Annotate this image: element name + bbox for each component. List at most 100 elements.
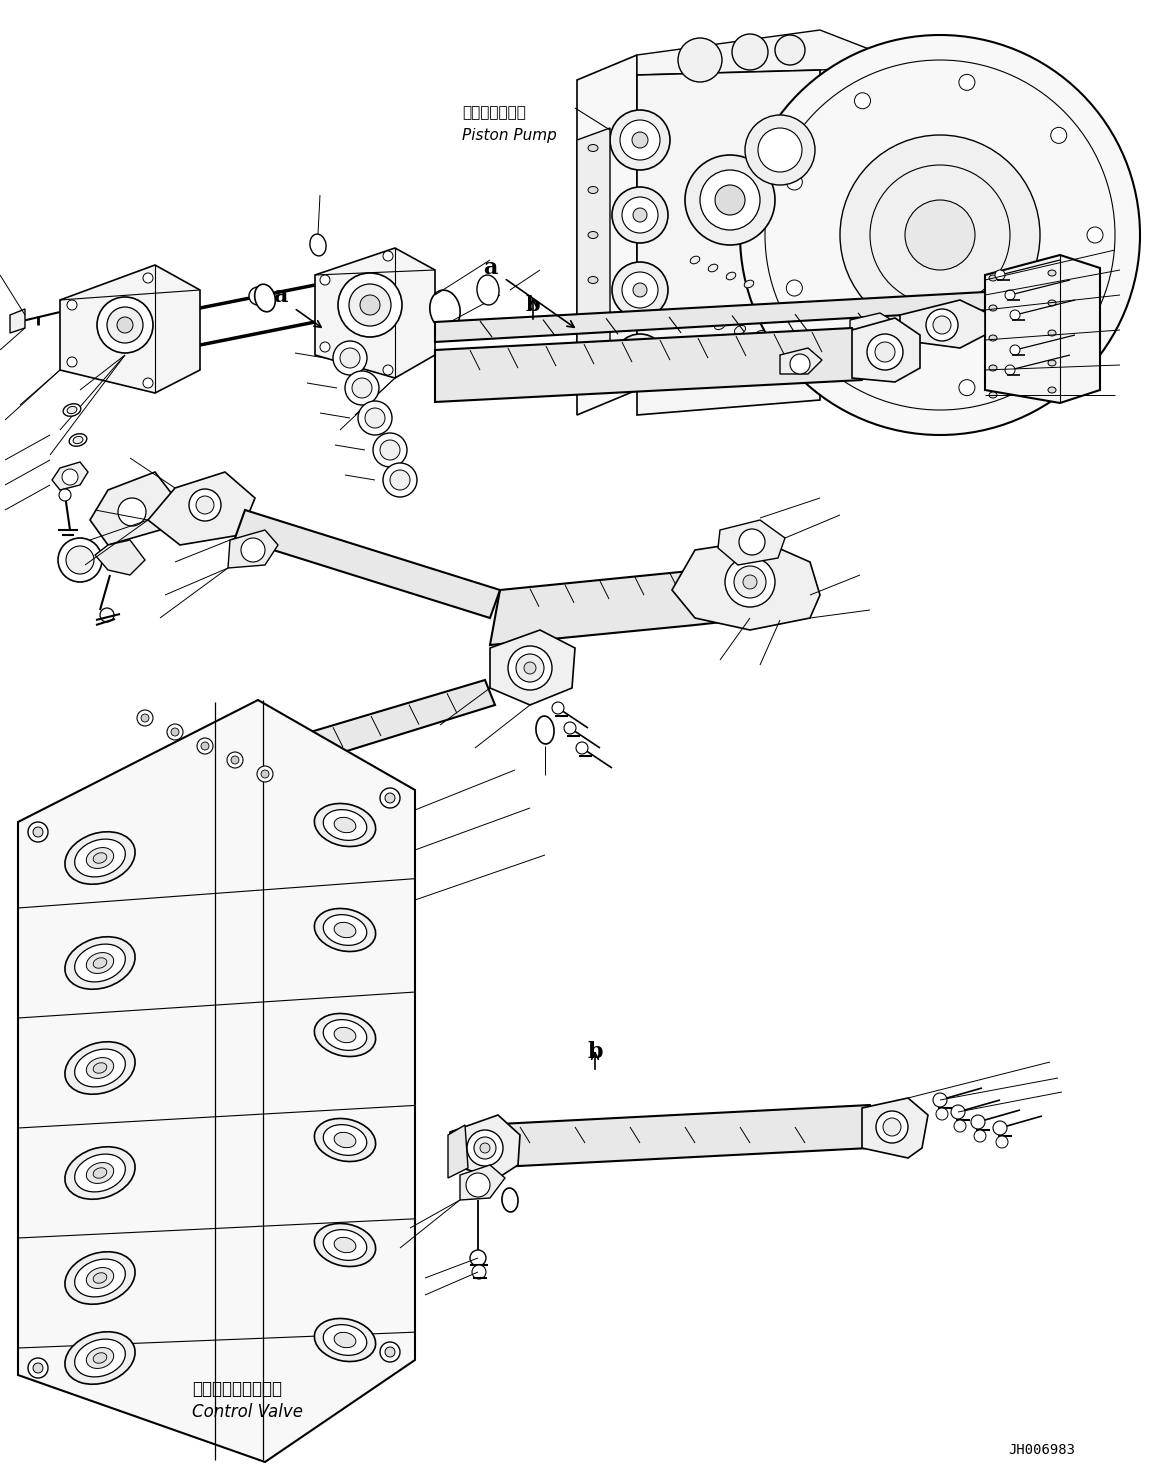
Polygon shape — [637, 70, 820, 415]
Circle shape — [855, 361, 870, 377]
Polygon shape — [95, 540, 145, 575]
Ellipse shape — [323, 1325, 366, 1356]
Circle shape — [227, 753, 243, 769]
Polygon shape — [222, 745, 295, 800]
Circle shape — [1005, 365, 1015, 376]
Ellipse shape — [536, 716, 554, 744]
Circle shape — [197, 738, 213, 754]
Ellipse shape — [67, 406, 77, 414]
Circle shape — [786, 280, 802, 296]
Circle shape — [973, 1130, 986, 1141]
Ellipse shape — [1048, 387, 1056, 393]
Polygon shape — [235, 511, 500, 618]
Ellipse shape — [309, 235, 326, 255]
Circle shape — [700, 170, 759, 230]
Polygon shape — [780, 348, 822, 374]
Circle shape — [611, 110, 670, 170]
Polygon shape — [90, 472, 174, 546]
Circle shape — [685, 156, 775, 245]
Circle shape — [725, 557, 775, 607]
Ellipse shape — [93, 852, 107, 863]
Ellipse shape — [74, 945, 126, 981]
Text: JH006983: JH006983 — [1008, 1444, 1075, 1457]
Circle shape — [390, 469, 411, 490]
Ellipse shape — [755, 330, 765, 339]
Circle shape — [470, 1250, 486, 1266]
Circle shape — [866, 334, 902, 370]
Ellipse shape — [1048, 270, 1056, 276]
Ellipse shape — [74, 1049, 126, 1087]
Circle shape — [612, 263, 668, 318]
Circle shape — [622, 197, 658, 233]
Ellipse shape — [314, 1223, 376, 1266]
Circle shape — [59, 489, 71, 502]
Ellipse shape — [86, 1267, 114, 1288]
Ellipse shape — [1048, 330, 1056, 336]
Text: a: a — [483, 257, 498, 279]
Circle shape — [380, 440, 400, 461]
Ellipse shape — [334, 1027, 356, 1043]
Polygon shape — [490, 571, 745, 645]
Circle shape — [349, 285, 391, 326]
Circle shape — [715, 185, 745, 216]
Circle shape — [993, 1121, 1007, 1135]
Polygon shape — [17, 700, 415, 1463]
Circle shape — [678, 38, 722, 82]
Text: a: a — [273, 285, 287, 307]
Text: b: b — [587, 1042, 602, 1064]
Circle shape — [996, 1135, 1008, 1149]
Circle shape — [1009, 310, 1020, 320]
Ellipse shape — [714, 320, 726, 330]
Polygon shape — [480, 1105, 878, 1168]
Polygon shape — [577, 54, 637, 415]
Ellipse shape — [93, 958, 107, 968]
Circle shape — [876, 1111, 908, 1143]
Circle shape — [201, 742, 209, 750]
Circle shape — [625, 343, 656, 376]
Circle shape — [383, 365, 393, 376]
Circle shape — [107, 307, 143, 343]
Circle shape — [875, 342, 896, 362]
Ellipse shape — [775, 336, 785, 345]
Ellipse shape — [690, 257, 700, 264]
Polygon shape — [985, 255, 1100, 403]
Circle shape — [373, 433, 407, 467]
Circle shape — [385, 794, 395, 802]
Text: Piston Pump: Piston Pump — [462, 128, 557, 142]
Circle shape — [380, 1342, 400, 1361]
Circle shape — [242, 756, 274, 788]
Text: コントロールバルブ: コントロールバルブ — [192, 1380, 281, 1398]
Circle shape — [508, 645, 552, 689]
Ellipse shape — [65, 832, 135, 885]
Polygon shape — [672, 540, 820, 629]
Ellipse shape — [86, 1058, 114, 1078]
Text: ピストンポンプ: ピストンポンプ — [462, 106, 526, 120]
Circle shape — [241, 538, 265, 562]
Circle shape — [633, 208, 647, 222]
Circle shape — [320, 342, 330, 352]
Circle shape — [358, 400, 392, 436]
Circle shape — [352, 378, 372, 398]
Circle shape — [883, 1118, 901, 1135]
Ellipse shape — [65, 937, 135, 989]
Ellipse shape — [726, 273, 736, 280]
Polygon shape — [215, 782, 255, 819]
Circle shape — [171, 728, 179, 736]
Text: Control Valve: Control Valve — [192, 1402, 304, 1422]
Circle shape — [576, 742, 588, 754]
Circle shape — [143, 378, 154, 387]
Circle shape — [734, 566, 766, 599]
Ellipse shape — [430, 290, 461, 330]
Ellipse shape — [65, 1147, 135, 1199]
Ellipse shape — [1048, 299, 1056, 307]
Circle shape — [143, 273, 154, 283]
Circle shape — [67, 356, 77, 367]
Ellipse shape — [323, 810, 366, 841]
Circle shape — [100, 607, 114, 622]
Ellipse shape — [73, 436, 83, 443]
Ellipse shape — [989, 365, 997, 371]
Circle shape — [516, 654, 544, 682]
Circle shape — [480, 1143, 490, 1153]
Circle shape — [197, 496, 214, 513]
Circle shape — [926, 310, 958, 340]
